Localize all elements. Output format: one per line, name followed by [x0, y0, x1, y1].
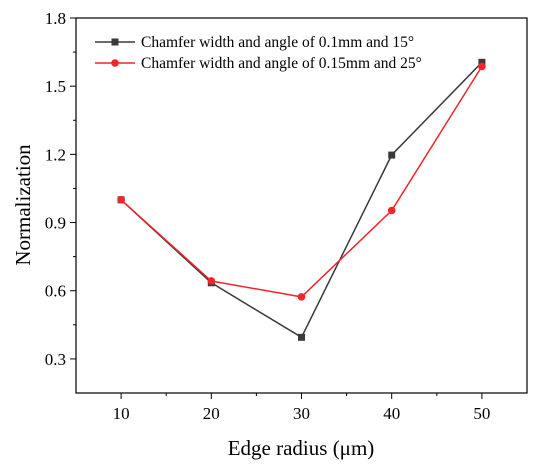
legend-item: Chamfer width and angle of 0.15mm and 25… — [95, 55, 422, 72]
data-point — [297, 293, 306, 301]
y-tick-label: 0.3 — [45, 350, 66, 369]
data-point — [117, 196, 125, 204]
data-point — [298, 333, 305, 341]
legend-label: Chamfer width and angle of 0.15mm and 25… — [141, 55, 422, 72]
x-axis-title: Edge radius (μm) — [228, 436, 375, 460]
y-axis: 0.3 0.6 0.9 1.2 1.5 1.8 — [45, 9, 76, 369]
data-point — [207, 277, 216, 285]
series-line — [120, 66, 483, 298]
data-point — [478, 58, 486, 66]
y-tick-label: 1.5 — [45, 77, 66, 96]
data-point — [387, 206, 396, 215]
legend-item: Chamfer width and angle of 0.1mm and 15° — [95, 34, 414, 51]
x-axis: 10 20 30 40 50 — [113, 393, 490, 423]
data-point — [388, 151, 396, 159]
y-axis-title: Normalization — [11, 144, 35, 266]
series-2 — [117, 62, 486, 301]
legend-label: Chamfer width and angle of 0.1mm and 15° — [141, 34, 414, 51]
y-tick-label: 0.6 — [45, 282, 66, 301]
x-tick-label: 40 — [383, 404, 400, 423]
legend: Chamfer width and angle of 0.1mm and 15°… — [95, 34, 422, 72]
x-tick-label: 30 — [293, 404, 310, 423]
legend-marker — [111, 59, 119, 67]
x-tick-label: 10 — [113, 404, 130, 423]
y-tick-label: 0.9 — [45, 214, 66, 233]
y-tick-label: 1.8 — [45, 9, 66, 28]
x-tick-label: 20 — [203, 404, 220, 423]
y-tick-label: 1.2 — [45, 145, 66, 164]
data-point — [478, 62, 486, 71]
series-layer — [117, 58, 486, 341]
legend-marker — [111, 38, 119, 46]
x-tick-label: 50 — [473, 404, 490, 423]
